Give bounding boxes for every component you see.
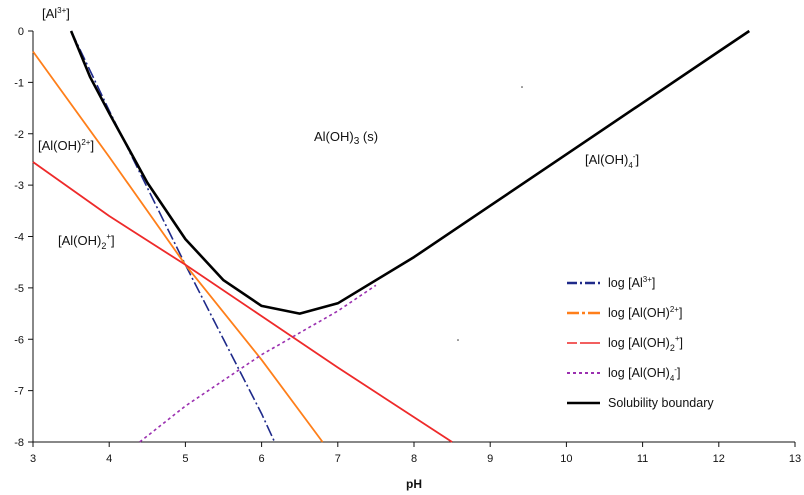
x-tick-label: 10 bbox=[560, 453, 572, 465]
x-tick-label: 8 bbox=[411, 453, 417, 465]
y-tick-label: -7 bbox=[14, 386, 24, 398]
stray-dot bbox=[521, 86, 523, 88]
y-tick-label: 0 bbox=[18, 26, 24, 38]
series-line-aloh4 bbox=[139, 284, 377, 443]
annotation-aloh3-solid: Al(OH)3 (s) bbox=[314, 129, 378, 147]
x-tick-label: 12 bbox=[713, 453, 725, 465]
y-tick-label: -5 bbox=[14, 283, 24, 295]
y-tick-label: -1 bbox=[14, 77, 24, 89]
y-tick-label: -8 bbox=[14, 437, 24, 449]
series-line-solubility-boundary bbox=[69, 29, 751, 315]
series-line-al3 bbox=[70, 30, 276, 443]
x-tick-label: 11 bbox=[637, 453, 648, 465]
legend-label-aloh2: log [Al(OH)2+] bbox=[608, 305, 682, 320]
legend: log [Al3+] log [Al(OH)2+] log [Al(OH)2+]… bbox=[567, 275, 714, 410]
legend-label-solubility: Solubility boundary bbox=[608, 396, 714, 410]
x-tick-label: 5 bbox=[182, 453, 188, 465]
legend-label-aloh2plus: log [Al(OH)2+] bbox=[608, 334, 683, 353]
stray-dot bbox=[457, 339, 459, 341]
legend-label-al3: log [Al3+] bbox=[608, 275, 655, 290]
annotation-al3: [Al3+] bbox=[42, 6, 70, 21]
y-tick-label: -3 bbox=[14, 180, 24, 192]
x-tick-label: 4 bbox=[106, 453, 112, 465]
x-tick-label: 9 bbox=[487, 453, 493, 465]
y-tick-label: -6 bbox=[14, 334, 24, 346]
x-tick-label: 7 bbox=[335, 453, 341, 465]
y-tick-label: -4 bbox=[14, 232, 24, 244]
annotation-aloh2plus: [Al(OH)2+] bbox=[58, 232, 115, 251]
annotation-aloh4: [Al(OH)4-] bbox=[585, 152, 639, 170]
legend-label-aloh4: log [Al(OH)4-] bbox=[608, 365, 680, 383]
x-axis-title: pH bbox=[406, 477, 422, 491]
x-tick-label: 6 bbox=[259, 453, 265, 465]
annotation-aloh2: [Al(OH)2+] bbox=[38, 138, 94, 153]
x-tick-label: 3 bbox=[30, 453, 36, 465]
x-tick-label: 13 bbox=[789, 453, 801, 465]
series-line-aloh2plus bbox=[32, 161, 453, 443]
y-tick-label: -2 bbox=[14, 129, 24, 141]
